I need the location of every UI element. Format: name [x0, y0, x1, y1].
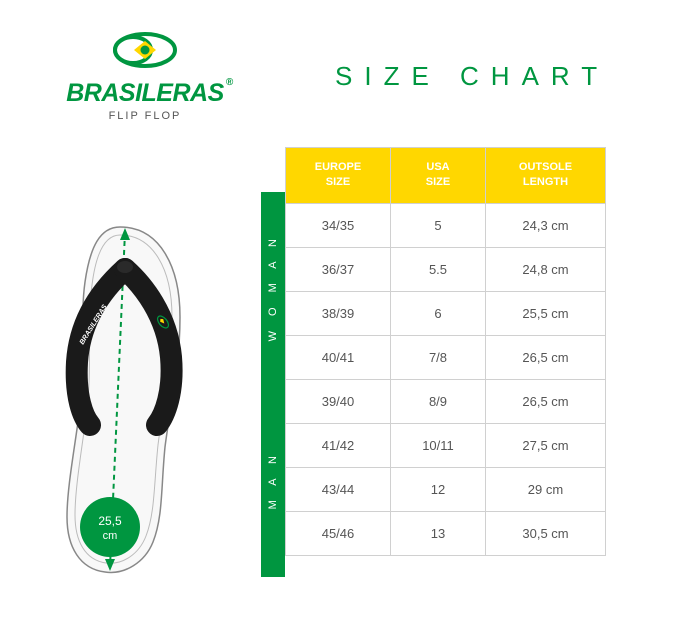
cell-eu: 38/39 — [286, 291, 391, 335]
cell-eu: 39/40 — [286, 379, 391, 423]
brand-block: BRASILERAS® FLIP FLOP — [25, 30, 265, 122]
cell-usa: 5.5 — [391, 247, 486, 291]
section-label-woman: W O M A N — [261, 192, 285, 382]
cell-outsole: 30,5 cm — [486, 511, 606, 555]
cell-usa: 12 — [391, 467, 486, 511]
cell-usa: 13 — [391, 511, 486, 555]
table-row: 36/375.524,8 cm — [286, 247, 606, 291]
cell-outsole: 25,5 cm — [486, 291, 606, 335]
header: BRASILERAS® FLIP FLOP SIZE CHART — [25, 30, 658, 122]
svg-text:25,5: 25,5 — [98, 514, 122, 528]
flipflop-illustration: BRASILERAS 25,5 cm — [25, 147, 265, 592]
table-row: 38/39625,5 cm — [286, 291, 606, 335]
registered-mark: ® — [226, 77, 233, 88]
cell-usa: 10/11 — [391, 423, 486, 467]
header-outsole: OUTSOLELENGTH — [486, 148, 606, 204]
size-table-wrap: W O M A N M A N EUROPESIZE USASIZE OUTSO… — [285, 147, 606, 556]
table-row: 43/441229 cm — [286, 467, 606, 511]
cell-eu: 41/42 — [286, 423, 391, 467]
section-label-man: M A N — [261, 382, 285, 577]
logo-icon — [25, 30, 265, 75]
table-row: 45/461330,5 cm — [286, 511, 606, 555]
table-row: 40/417/826,5 cm — [286, 335, 606, 379]
cell-outsole: 27,5 cm — [486, 423, 606, 467]
cell-usa: 6 — [391, 291, 486, 335]
page-title: SIZE CHART — [335, 61, 609, 92]
cell-outsole: 26,5 cm — [486, 379, 606, 423]
cell-usa: 5 — [391, 203, 486, 247]
brand-subtitle: FLIP FLOP — [25, 110, 265, 122]
header-usa: USASIZE — [391, 148, 486, 204]
brand-name: BRASILERAS® — [25, 79, 265, 108]
cell-outsole: 29 cm — [486, 467, 606, 511]
cell-eu: 36/37 — [286, 247, 391, 291]
cell-outsole: 24,8 cm — [486, 247, 606, 291]
cell-eu: 43/44 — [286, 467, 391, 511]
cell-usa: 7/8 — [391, 335, 486, 379]
content: BRASILERAS 25,5 cm W O M A N M A N EUROP… — [25, 147, 658, 592]
svg-text:cm: cm — [103, 530, 118, 542]
cell-outsole: 24,3 cm — [486, 203, 606, 247]
cell-eu: 34/35 — [286, 203, 391, 247]
table-row: 39/408/926,5 cm — [286, 379, 606, 423]
table-row: 41/4210/1127,5 cm — [286, 423, 606, 467]
size-table: EUROPESIZE USASIZE OUTSOLELENGTH 34/3552… — [285, 147, 606, 556]
table-header-row: EUROPESIZE USASIZE OUTSOLELENGTH — [286, 148, 606, 204]
cell-outsole: 26,5 cm — [486, 335, 606, 379]
cell-usa: 8/9 — [391, 379, 486, 423]
cell-eu: 40/41 — [286, 335, 391, 379]
header-europe: EUROPESIZE — [286, 148, 391, 204]
table-row: 34/35524,3 cm — [286, 203, 606, 247]
cell-eu: 45/46 — [286, 511, 391, 555]
